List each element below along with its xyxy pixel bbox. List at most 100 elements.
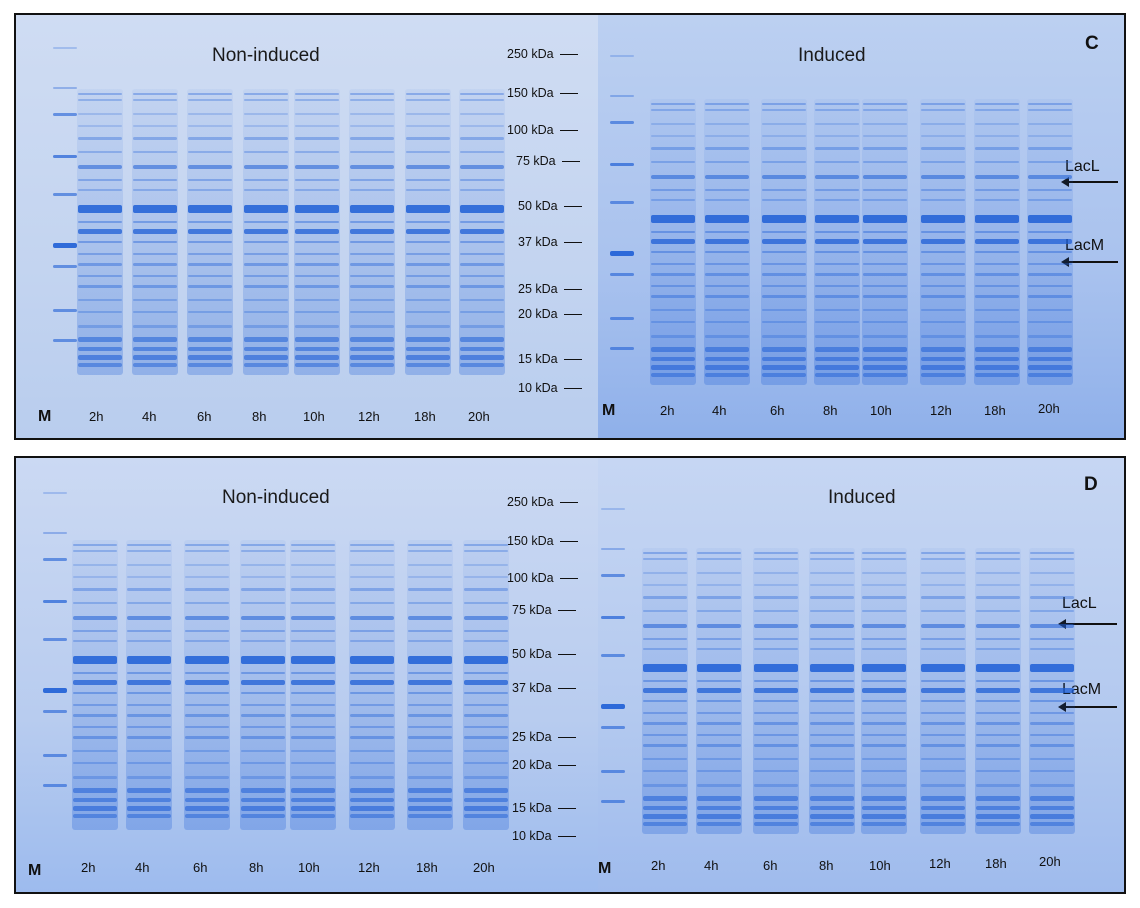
protein-band	[976, 648, 1020, 650]
gel-lane	[1027, 99, 1073, 385]
protein-band	[188, 125, 232, 127]
protein-band	[464, 564, 508, 566]
protein-band	[241, 788, 285, 793]
protein-band	[705, 373, 749, 377]
protein-band	[705, 103, 749, 105]
protein-band	[862, 796, 906, 801]
protein-band	[762, 373, 806, 377]
protein-band	[810, 784, 854, 787]
protein-band	[408, 788, 452, 793]
protein-band	[53, 309, 77, 312]
protein-band	[295, 113, 339, 115]
protein-band	[460, 363, 504, 367]
protein-band	[127, 798, 171, 802]
protein-band	[1028, 251, 1072, 253]
protein-band	[863, 263, 907, 265]
protein-band	[921, 239, 965, 244]
protein-band	[762, 199, 806, 201]
protein-band	[350, 325, 394, 328]
protein-band	[53, 113, 77, 116]
protein-band	[921, 215, 965, 223]
protein-band	[643, 744, 687, 747]
protein-band	[975, 373, 1019, 377]
protein-band	[241, 798, 285, 802]
protein-band	[464, 736, 508, 739]
protein-band	[697, 700, 741, 702]
protein-band	[188, 205, 232, 213]
protein-band	[406, 311, 450, 313]
protein-band	[291, 630, 335, 632]
protein-band	[697, 648, 741, 650]
protein-band	[1030, 814, 1074, 819]
protein-band	[651, 273, 695, 276]
protein-band	[810, 572, 854, 574]
lacm-arrow	[1061, 257, 1118, 267]
protein-band	[295, 205, 339, 213]
protein-band	[350, 672, 394, 674]
protein-band	[460, 311, 504, 313]
protein-band	[350, 550, 394, 552]
protein-band	[406, 241, 450, 243]
gel-lane	[405, 89, 451, 375]
protein-band	[43, 638, 67, 641]
protein-band	[73, 750, 117, 752]
protein-band	[762, 365, 806, 370]
protein-band	[863, 199, 907, 201]
protein-band	[185, 640, 229, 642]
protein-band	[464, 776, 508, 779]
protein-band	[815, 321, 859, 323]
protein-band	[762, 335, 806, 338]
lane-label-2h: 2h	[81, 860, 96, 875]
protein-band	[862, 770, 906, 772]
lacm-arrow	[1058, 702, 1117, 712]
protein-band	[244, 229, 288, 234]
protein-band	[73, 692, 117, 694]
protein-band	[810, 712, 854, 714]
lane-label-20h: 20h	[468, 409, 490, 424]
protein-band	[78, 125, 122, 127]
protein-band	[241, 814, 285, 818]
protein-band	[188, 113, 232, 115]
protein-band	[651, 321, 695, 323]
protein-band	[73, 776, 117, 779]
protein-band	[350, 179, 394, 181]
protein-band	[460, 355, 504, 360]
protein-band	[697, 596, 741, 599]
protein-band	[291, 736, 335, 739]
protein-band	[976, 744, 1020, 747]
protein-band	[643, 814, 687, 819]
gel-lane	[459, 89, 505, 375]
protein-band	[408, 672, 452, 674]
protein-band	[705, 189, 749, 191]
lane-label-10h: 10h	[303, 409, 325, 424]
protein-band	[350, 125, 394, 127]
protein-band	[651, 295, 695, 298]
protein-band	[291, 806, 335, 811]
protein-band	[73, 736, 117, 739]
protein-band	[408, 736, 452, 739]
protein-band	[185, 776, 229, 779]
protein-band	[350, 616, 394, 620]
protein-band	[610, 163, 634, 166]
protein-band	[350, 221, 394, 223]
gel-lane	[704, 99, 750, 385]
protein-band	[1028, 103, 1072, 105]
protein-band	[651, 335, 695, 338]
lane-label-2h: 2h	[651, 858, 666, 873]
protein-band	[810, 700, 854, 702]
protein-band	[127, 680, 171, 685]
protein-band	[705, 147, 749, 150]
protein-band	[460, 263, 504, 266]
gel-lane	[77, 89, 123, 375]
protein-band	[73, 788, 117, 793]
protein-band	[762, 161, 806, 163]
protein-band	[460, 189, 504, 191]
protein-band	[1030, 680, 1074, 682]
protein-band	[754, 558, 798, 560]
protein-band	[762, 347, 806, 352]
protein-band	[697, 814, 741, 819]
protein-band	[241, 564, 285, 566]
protein-band	[815, 357, 859, 361]
protein-band	[921, 610, 965, 612]
protein-band	[460, 221, 504, 223]
